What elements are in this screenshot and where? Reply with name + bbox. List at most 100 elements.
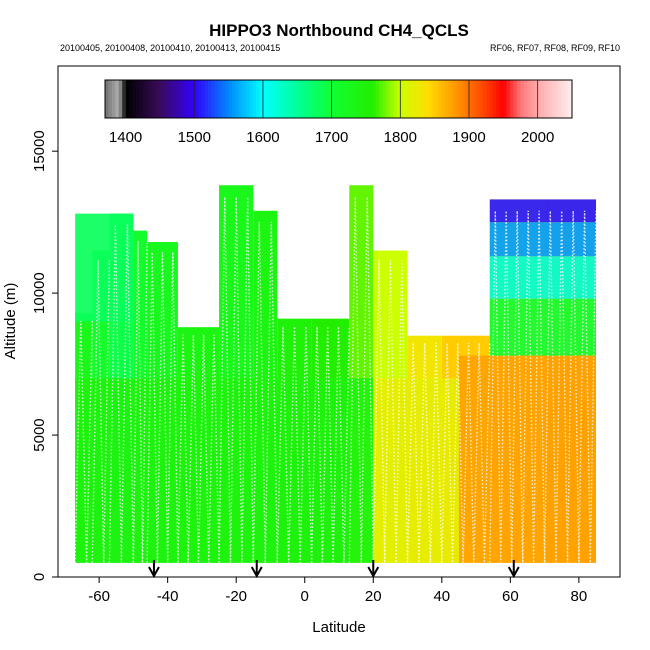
colorbar-cell [462,80,467,118]
colorbar-cell [135,80,140,118]
profile-track-3 [108,224,135,563]
arrow-markers [148,559,520,579]
x-axis-label: Latitude [312,619,365,636]
colorbar-cell [142,80,147,118]
colorbar-cell [420,80,425,118]
colorbar-cell [441,80,446,118]
y-tick-label: 15000 [31,130,48,172]
colorbar-cell [105,80,110,118]
y-axis: 0 5000 10000 15000 [31,130,58,581]
colorbar-cell [269,80,274,118]
colorbar-cell [242,80,247,118]
colorbar-cell [396,80,401,118]
colorbar-cell [475,80,480,118]
colorbar-tick-label: 1800 [384,129,417,146]
colorbar-cell [197,80,202,118]
colorbar-cell [286,80,292,118]
colorbar-cell [438,80,443,118]
colorbar-cell [403,80,408,118]
profile-track-12 [372,260,409,563]
colorbar-cell [503,80,508,118]
colorbar-cell [187,80,192,118]
colorbar-cell [489,80,494,118]
colorbar-cell [390,80,395,118]
profile-track-14 [441,342,491,563]
colorbar-cell [345,80,350,118]
colorbar-cell [393,80,398,118]
colorbar-cell [304,80,309,118]
colorbar-cell [558,80,563,118]
profile-track-11 [348,196,374,563]
x-tick-label: -40 [157,588,179,605]
arrow-marker-head-4 [507,566,520,579]
colorbar-cell [214,80,219,118]
colorbar-cell [166,80,171,118]
colorbar-cell [565,80,570,118]
colorbar-cell [259,80,264,118]
colorbar-cell [468,80,474,118]
profile-track-10 [310,326,350,563]
x-axis: -60 -40 -20 0 20 40 60 80 [88,577,587,605]
colorbar-cell [379,80,384,118]
x-tick-label: 40 [433,588,450,605]
colorbar-cell [225,80,230,118]
colorbar-cell [400,80,405,118]
colorbar-cell [245,80,250,118]
colorbar-cell [280,80,285,118]
colorbar-cell [159,80,164,118]
colorbar-cell [455,80,460,118]
colorbar-cell [410,80,415,118]
ch4-layer-1 [75,378,374,563]
colorbar-cell [541,80,546,118]
colorbar-cell [510,80,515,118]
colorbar-cell [238,80,243,118]
colorbar-cell [129,80,134,118]
colorbar-cell [537,80,542,118]
colorbar-cell [262,80,267,118]
colorbar-cell [173,80,178,118]
colorbar-tick-label: 1600 [246,129,279,146]
colorbar-cell [218,80,223,118]
colorbar-cell [493,80,498,118]
colorbar-cell [204,80,209,118]
colorbar-cell [544,80,549,118]
x-tick-label: 60 [502,588,519,605]
colorbar-cell [235,80,240,118]
ch4-layer-8 [75,213,134,322]
profile-track-5 [146,252,179,563]
colorbar-cell [300,80,305,118]
arrow-marker-head-2 [250,566,263,579]
colorbar-cell [479,80,484,118]
colorbar-cell [348,80,353,118]
colorbar-cell [513,80,518,118]
colorbar-cell [527,80,532,118]
colorbar-cell [414,80,419,118]
colorbar-cell [115,80,120,118]
colorbar-tick-label: 1900 [452,129,485,146]
x-tick-label: 80 [571,588,588,605]
plot-frame [57,65,621,578]
colorbar-cell [228,80,233,118]
colorbar-cell [331,80,336,118]
colorbar-cell [434,80,439,118]
colorbar-cell [190,80,195,118]
colorbar-cell [369,80,374,118]
colorbar-cell [108,80,113,118]
y-axis-label: Altitude (m) [2,283,19,360]
x-tick-label: 0 [301,588,309,605]
colorbar-cell [486,80,491,118]
colorbar-tick-label: 1400 [109,129,142,146]
colorbar-cell [153,80,158,118]
colorbar-cell [211,80,216,118]
colorbar-cell [506,80,511,118]
chart-subtitle-dates: 20100405, 20100408, 20100410, 20100413, … [60,43,280,53]
colorbar-cell [283,80,288,118]
colorbar-cell [458,80,463,118]
arrow-marker-head-3 [367,566,380,579]
colorbar-cell [183,80,189,118]
profile-track-16 [543,210,597,563]
colorbar-cell [111,80,116,118]
colorbar-cell [424,80,429,118]
colorbar-cell [221,80,226,118]
